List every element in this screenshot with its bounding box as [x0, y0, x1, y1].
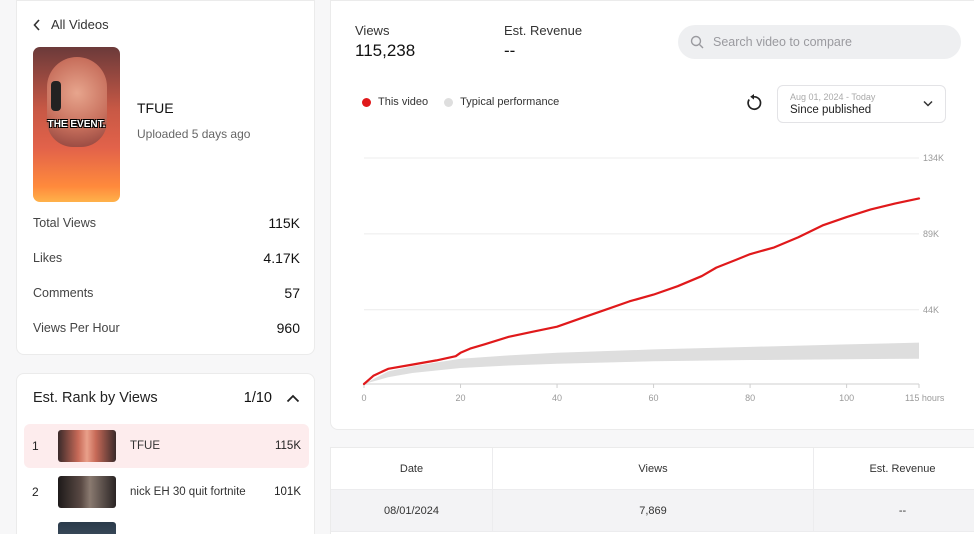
x-tick-label: 60: [649, 393, 659, 403]
col-revenue[interactable]: Est. Revenue: [869, 462, 936, 475]
rank-row[interactable]: [24, 516, 309, 534]
y-tick-label: 134K: [923, 153, 944, 163]
rank-thumbnail: [58, 522, 116, 534]
x-tick-label: 0: [361, 393, 366, 403]
upload-time: Uploaded 5 days ago: [137, 127, 251, 141]
views-value: 115,238: [355, 41, 416, 60]
thumbnail-caption: THE EVENT.: [47, 119, 106, 130]
typical-performance-band: [364, 342, 919, 384]
views-line-chart: 44K 89K 134K 0 20 40 60 80 100 115 hours: [361, 153, 945, 403]
stat-likes: Likes 4.17K: [33, 250, 300, 266]
chevron-up-icon[interactable]: [286, 394, 300, 403]
x-tick-label: 40: [552, 393, 562, 403]
chevron-left-icon: [33, 18, 40, 31]
legend-typical[interactable]: Typical performance: [444, 96, 559, 108]
stat-value: 4.17K: [263, 250, 300, 266]
x-tick-label: 100: [839, 393, 854, 403]
x-tick-label: 20: [456, 393, 466, 403]
cell-views: 7,869: [493, 490, 814, 531]
stat-label: Views Per Hour: [33, 321, 120, 335]
legend-label: This video: [378, 96, 429, 108]
views-chart-card: Views 115,238 Est. Revenue -- This video…: [330, 0, 974, 430]
date-range-select[interactable]: Aug 01, 2024 - Today Since published: [777, 85, 946, 123]
table-row: 08/01/2024 7,869 --: [331, 490, 974, 532]
search-icon: [690, 35, 704, 49]
back-link-label: All Videos: [51, 17, 109, 32]
stat-value: 57: [284, 285, 300, 301]
legend-label: Typical performance: [460, 96, 560, 108]
rank-thumbnail: [58, 430, 116, 462]
daily-table: Date Views Est. Revenue 08/01/2024 7,869…: [330, 447, 974, 534]
col-date[interactable]: Date: [331, 448, 493, 489]
rank-thumbnail: [58, 476, 116, 508]
stat-label: Comments: [33, 286, 94, 300]
y-tick-label: 89K: [923, 229, 939, 239]
stat-comments: Comments 57: [33, 285, 300, 301]
stat-total-views: Total Views 115K: [33, 215, 300, 231]
date-range-selected: Since published: [790, 104, 872, 116]
compare-search[interactable]: [678, 25, 961, 59]
rank-header[interactable]: Est. Rank by Views 1/10: [33, 390, 300, 406]
table-header: Date Views Est. Revenue: [331, 448, 974, 490]
rank-video-name: nick EH 30 quit fortnite: [130, 486, 246, 498]
rank-video-views: 115K: [274, 440, 301, 452]
rank-title: Est. Rank by Views: [33, 390, 158, 406]
rank-card: Est. Rank by Views 1/10 1 TFUE 115K 2 ni…: [16, 373, 315, 534]
video-summary-card: All Videos THE EVENT. TFUE Uploaded 5 da…: [16, 0, 315, 355]
rank-position: 1/10: [243, 390, 272, 406]
legend-dot: [362, 97, 371, 107]
chevron-down-icon: [923, 100, 933, 107]
rank-video-name: TFUE: [130, 440, 161, 452]
x-tick-label: 115 hours: [905, 393, 945, 403]
stat-value: 115K: [268, 215, 300, 231]
stat-value: 960: [276, 320, 300, 336]
chart-legend: This video Typical performance: [362, 96, 559, 108]
legend-dot: [444, 97, 454, 107]
views-label: Views: [355, 23, 390, 38]
video-title: TFUE: [137, 100, 174, 116]
date-range-text: Aug 01, 2024 - Today: [790, 92, 876, 102]
rank-row[interactable]: 2 nick EH 30 quit fortnite 101K: [24, 470, 309, 514]
revenue-value: --: [504, 41, 516, 60]
back-link[interactable]: All Videos: [33, 17, 109, 32]
revenue-label: Est. Revenue: [504, 23, 583, 38]
rank-number: 2: [32, 485, 39, 499]
cell-revenue: --: [898, 504, 907, 517]
stat-views-per-hour: Views Per Hour 960: [33, 320, 300, 336]
stat-label: Total Views: [33, 216, 96, 230]
cell-date: 08/01/2024: [331, 490, 493, 531]
thumbnail-headphones: [51, 81, 61, 111]
legend-this-video[interactable]: This video: [362, 96, 428, 108]
rank-video-views: 101K: [274, 486, 301, 498]
rank-row[interactable]: 1 TFUE 115K: [24, 424, 309, 468]
search-input[interactable]: [713, 35, 933, 49]
x-tick-label: 80: [745, 393, 755, 403]
this-video-line: [362, 197, 921, 386]
col-views[interactable]: Views: [493, 448, 814, 489]
reset-icon[interactable]: [744, 93, 764, 113]
y-tick-label: 44K: [923, 305, 939, 315]
rank-number: 1: [32, 439, 39, 453]
video-thumbnail[interactable]: THE EVENT.: [33, 47, 120, 202]
stat-label: Likes: [33, 251, 63, 265]
